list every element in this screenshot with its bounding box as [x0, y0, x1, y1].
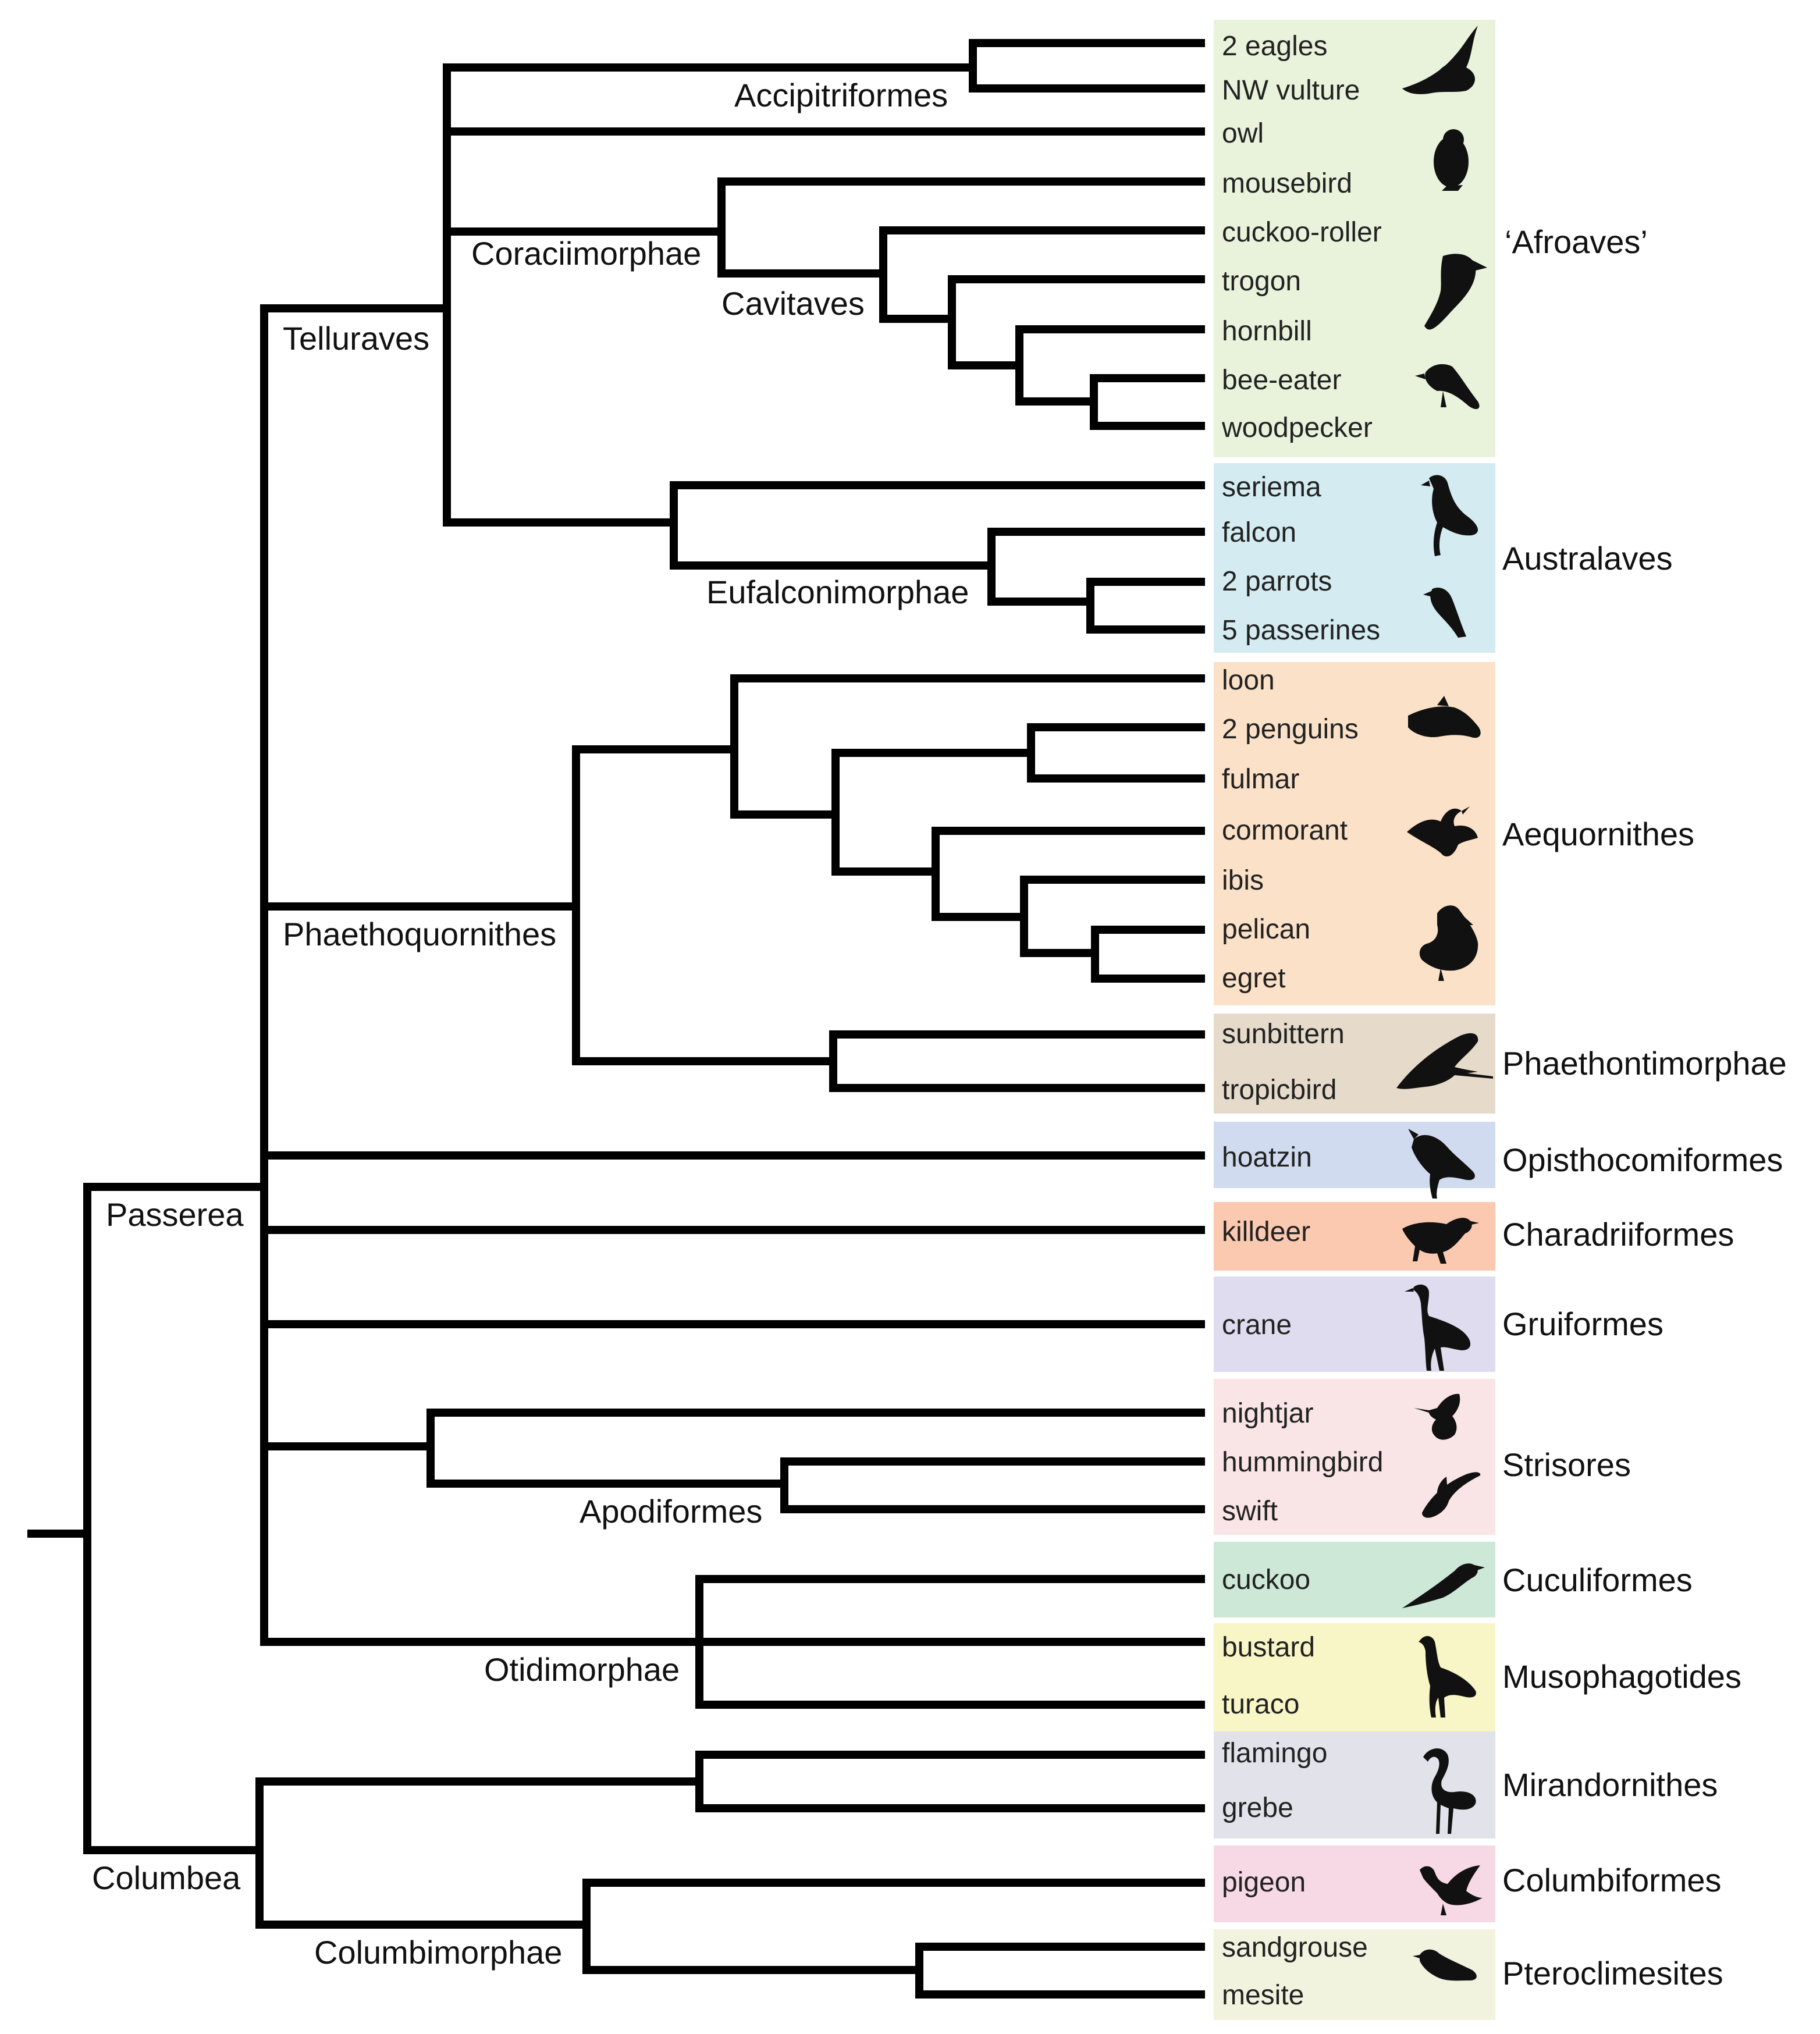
tropicbird-silhouette-icon — [1396, 1033, 1493, 1089]
clade-label-passerea: Passerea — [104, 1199, 246, 1231]
pelican-silhouette-icon — [1419, 905, 1478, 981]
taxon-label: mesite — [1222, 1980, 1304, 2011]
group-label-musophagotides: Musophagotides — [1502, 1658, 1741, 1695]
taxon-label: bustard — [1222, 1632, 1316, 1663]
group-label-gruiformes: Gruiformes — [1502, 1306, 1663, 1342]
taxon-label: grebe — [1222, 1793, 1293, 1823]
taxon-label: killdeer — [1222, 1217, 1311, 1247]
taxon-label: sunbittern — [1222, 1019, 1345, 1050]
group-label-cuculiformes: Cuculiformes — [1502, 1562, 1693, 1598]
taxon-label: 2 parrots — [1222, 566, 1332, 597]
cuckoo-silhouette-icon — [1402, 1563, 1485, 1608]
group-label-columbiformes: Columbiformes — [1502, 1862, 1722, 1898]
taxon-label: pigeon — [1222, 1867, 1306, 1898]
bustard-silhouette-icon — [1419, 1635, 1476, 1717]
taxon-label: flamingo — [1222, 1738, 1328, 1769]
taxon-label: pelican — [1222, 914, 1311, 945]
taxon-label: 2 eagles — [1222, 31, 1328, 62]
taxon-label: seriema — [1222, 472, 1321, 503]
taxon-label: NW vulture — [1222, 75, 1360, 106]
clade-label-otidimorphae: Otidimorphae — [482, 1653, 682, 1686]
clade-label-accipitriformes: Accipitriformes — [732, 79, 951, 112]
crane-silhouette-icon — [1405, 1284, 1471, 1371]
hummingbird-silhouette-icon — [1414, 1393, 1460, 1440]
sandgrouse-silhouette-icon — [1413, 1949, 1477, 1981]
taxon-label: 2 penguins — [1222, 714, 1359, 745]
taxon-label: ibis — [1222, 865, 1264, 896]
clade-label-telluraves: Telluraves — [280, 322, 432, 355]
tree-branches — [27, 39, 1205, 1999]
taxon-label: crane — [1222, 1310, 1292, 1340]
taxon-label: cuckoo — [1222, 1564, 1311, 1595]
group-label-afroaves: ‘Afroaves’ — [1505, 223, 1648, 260]
owl-silhouette-icon — [1434, 129, 1469, 191]
clade-label-columbimorphae: Columbimorphae — [312, 1936, 565, 1969]
taxon-label: 5 passerines — [1222, 615, 1381, 646]
taxon-label: trogon — [1222, 266, 1302, 297]
taxon-label: egret — [1222, 963, 1286, 994]
taxon-label: nightjar — [1222, 1398, 1314, 1429]
clade-label-eufalconimorphae: Eufalconimorphae — [704, 576, 972, 609]
flamingo-silhouette-icon — [1423, 1748, 1476, 1834]
eagle-silhouette-icon — [1402, 26, 1478, 94]
taxon-label: fulmar — [1222, 764, 1300, 795]
cormorant-silhouette-icon — [1407, 806, 1478, 856]
taxon-label: mousebird — [1222, 168, 1353, 199]
clade-label-coraciimorphae: Coraciimorphae — [469, 237, 704, 270]
taxon-label: owl — [1222, 118, 1264, 149]
taxon-label: tropicbird — [1222, 1075, 1337, 1105]
clade-label-cavitaves: Cavitaves — [719, 287, 867, 320]
hoatzin-silhouette-icon — [1408, 1129, 1475, 1199]
group-label-mirandornithes: Mirandornithes — [1502, 1766, 1718, 1803]
group-label-opisthocomiformes: Opisthocomiformes — [1502, 1142, 1783, 1178]
taxon-label: cuckoo-roller — [1222, 217, 1382, 248]
swift-silhouette-icon — [1422, 1472, 1481, 1518]
taxon-label: hummingbird — [1222, 1447, 1384, 1478]
taxon-label: bee-eater — [1222, 365, 1342, 396]
taxon-label: turaco — [1222, 1689, 1300, 1720]
taxon-label: cormorant — [1222, 815, 1348, 846]
taxon-label: hornbill — [1222, 316, 1312, 347]
clade-label-apodiformes: Apodiformes — [577, 1495, 765, 1528]
pigeon-silhouette-icon — [1420, 1865, 1483, 1915]
taxon-label: hoatzin — [1222, 1142, 1312, 1173]
taxon-label: sandgrouse — [1222, 1932, 1368, 1963]
group-label-pteroclimesites: Pteroclimesites — [1502, 1955, 1723, 1992]
taxon-label: falcon — [1222, 517, 1297, 548]
clade-label-phaethoquornithes: Phaethoquornithes — [280, 918, 559, 951]
hornbill-silhouette-icon — [1424, 254, 1487, 330]
penguin-silhouette-icon — [1408, 696, 1481, 738]
group-label-charadriiformes: Charadriiformes — [1502, 1216, 1734, 1253]
taxon-label: loon — [1222, 665, 1275, 696]
killdeer-silhouette-icon — [1402, 1218, 1479, 1264]
taxon-label: swift — [1222, 1496, 1278, 1527]
group-label-strisores: Strisores — [1502, 1446, 1631, 1483]
group-label-phaethontimorphae: Phaethontimorphae — [1502, 1045, 1787, 1082]
group-label-aequornithes: Aequornithes — [1502, 816, 1695, 852]
passerine-silhouette-icon — [1423, 588, 1466, 638]
seriema-silhouette-icon — [1421, 475, 1478, 556]
bee-eater-silhouette-icon — [1415, 364, 1480, 410]
clade-label-columbea: Columbea — [90, 1862, 243, 1894]
taxon-label: woodpecker — [1222, 413, 1373, 443]
group-label-australaves: Australaves — [1502, 540, 1673, 577]
